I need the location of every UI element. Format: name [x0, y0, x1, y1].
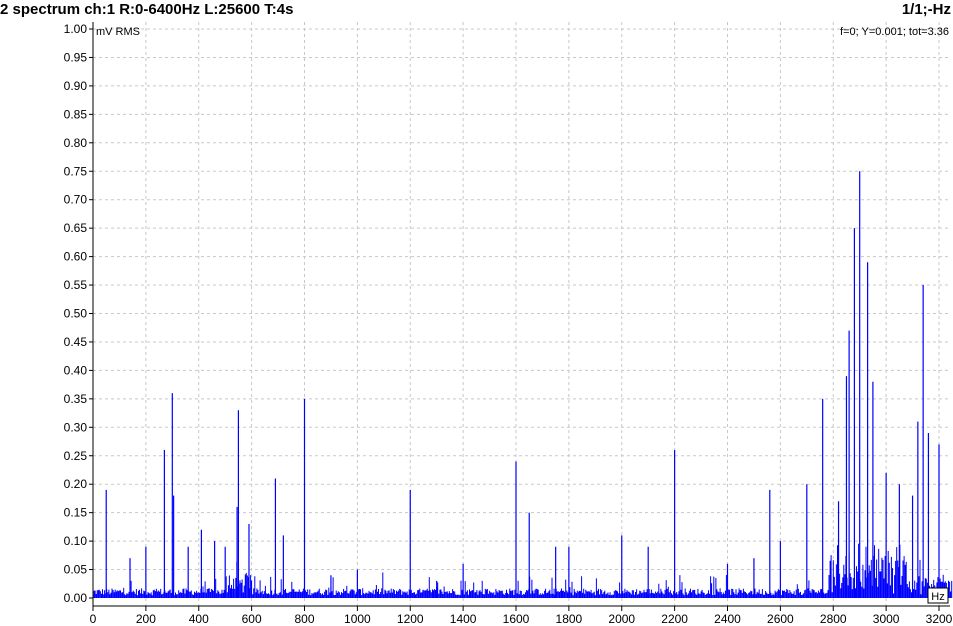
x-tick-label: 1200 — [397, 612, 424, 626]
y-tick-label: 0.95 — [64, 50, 88, 64]
x-tick-label: 200 — [136, 612, 156, 626]
y-tick-label: 0.80 — [64, 136, 88, 150]
y-tick-label: 0.40 — [64, 363, 88, 377]
y-tick-label: 0.90 — [64, 79, 88, 93]
y-tick-label: 0.65 — [64, 221, 88, 235]
x-tick-label: 800 — [294, 612, 314, 626]
x-tick-label: 400 — [189, 612, 209, 626]
y-tick-label: 0.20 — [64, 477, 88, 491]
x-tick-label: 2600 — [767, 612, 794, 626]
y-tick-label: 0.70 — [64, 193, 88, 207]
y-tick-label: 0.10 — [64, 534, 88, 548]
y-tick-label: 0.05 — [64, 563, 88, 577]
x-tick-label: 3000 — [873, 612, 900, 626]
page-info: 1/1;-Hz — [901, 1, 951, 18]
grid-lines — [93, 22, 950, 606]
y-tick-label: 0.35 — [64, 392, 88, 406]
y-tick-label: 0.00 — [64, 591, 88, 605]
y-tick-label: 1.00 — [64, 22, 88, 36]
y-axis-label: mV RMS — [96, 26, 140, 38]
y-tick-label: 0.75 — [64, 164, 88, 178]
y-tick-label: 0.45 — [64, 335, 88, 349]
x-tick-label: 2800 — [820, 612, 847, 626]
y-tick-label: 0.25 — [64, 449, 88, 463]
y-tick-label: 0.30 — [64, 420, 88, 434]
x-unit-label: Hz — [931, 591, 944, 603]
y-tick-label: 0.85 — [64, 107, 88, 121]
x-axis-ticks: 0 200 400 600 800 1000 1200 1400 1600 1800 2000 220… — [90, 606, 953, 626]
y-axis-ticks: 0.00 0.05 0.10 0.15 0.20 0.25 0.30 0.35 0.40 0.45… — [64, 22, 93, 605]
y-tick-label: 0.55 — [64, 278, 88, 292]
x-tick-label: 2200 — [661, 612, 688, 626]
x-tick-label: 0 — [90, 612, 97, 626]
y-tick-label: 0.60 — [64, 250, 88, 264]
y-tick-label: 0.50 — [64, 307, 88, 321]
cursor-readout: f=0; Y=0.001; tot=3.36 — [840, 26, 949, 38]
x-tick-label: 2400 — [714, 612, 741, 626]
x-tick-label: 3200 — [926, 612, 953, 626]
x-tick-label: 600 — [242, 612, 262, 626]
x-tick-label: 1000 — [344, 612, 371, 626]
x-tick-label: 2000 — [608, 612, 635, 626]
y-tick-label: 0.15 — [64, 506, 88, 520]
x-tick-label: 1600 — [503, 612, 530, 626]
x-tick-label: 1400 — [450, 612, 477, 626]
x-tick-label: 1800 — [556, 612, 583, 626]
chart-title: 2 spectrum ch:1 R:0-6400Hz L:25600 T:4s — [0, 1, 294, 18]
x-unit-box — [927, 587, 949, 604]
